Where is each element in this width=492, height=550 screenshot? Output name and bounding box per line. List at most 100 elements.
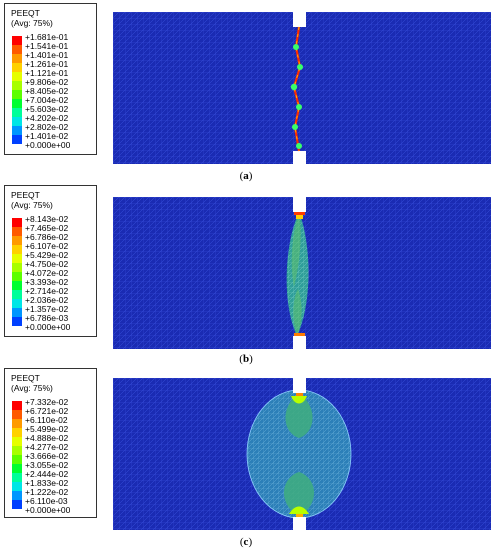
- legend-swatch: [12, 473, 22, 482]
- legend-swatch: [12, 419, 22, 428]
- caption-c: (c): [216, 536, 276, 548]
- legend-value: +1.681e-01: [25, 32, 69, 42]
- legend-value: +3.055e-02: [25, 460, 69, 470]
- legend-swatch: [12, 63, 22, 72]
- figure-panel-b: PEEQT (Avg: 75%) +8.143e-02 +7.465e-02 +6.…: [0, 185, 492, 375]
- legend-subtitle-a: (Avg: 75%): [11, 18, 53, 28]
- legend-swatch: [12, 245, 22, 254]
- legend-value: +2.036e-02: [25, 295, 69, 305]
- legend-value: +1.541e-01: [25, 41, 69, 51]
- caption-c-close: ): [248, 536, 253, 548]
- legend-swatch: [12, 126, 22, 135]
- legend-value: +6.786e-03: [25, 313, 69, 323]
- legend-value: +2.444e-02: [25, 469, 69, 479]
- fem-contour-plot-b: [113, 197, 491, 349]
- legend-b: PEEQT (Avg: 75%) +8.143e-02 +7.465e-02 +6.…: [4, 185, 97, 337]
- legend-value: +7.465e-02: [25, 223, 69, 233]
- legend-swatch: [12, 281, 22, 290]
- caption-b-open: (: [239, 353, 243, 365]
- caption-a-letter: a: [243, 170, 249, 182]
- legend-swatch: [12, 263, 22, 272]
- legend-swatch: [12, 45, 22, 54]
- caption-b: (b): [216, 353, 276, 365]
- legend-value: +1.222e-02: [25, 487, 69, 497]
- legend-value: +5.429e-02: [25, 250, 69, 260]
- legend-swatch: [12, 135, 22, 144]
- legend-value: +4.202e-02: [25, 113, 69, 123]
- legend-value: +3.666e-02: [25, 451, 69, 461]
- legend-value: +2.714e-02: [25, 286, 69, 296]
- legend-value: +7.004e-02: [25, 95, 69, 105]
- legend-value: +8.405e-02: [25, 86, 69, 96]
- legend-value: +6.107e-02: [25, 241, 69, 251]
- legend-value: +7.332e-02: [25, 397, 69, 407]
- legend-swatch: [12, 437, 22, 446]
- figure-panel-c: PEEQT (Avg: 75%) +7.332e-02 +6.721e-02 +6.…: [0, 368, 492, 550]
- figure-panel-a: PEEQT (Avg: 75%) +1.681e-01 +1.541e-01 +1.…: [0, 0, 492, 190]
- legend-value: +6.786e-02: [25, 232, 69, 242]
- legend-value: +1.261e-01: [25, 59, 69, 69]
- legend-swatch: [12, 464, 22, 473]
- legend-value: +6.110e-02: [25, 415, 68, 425]
- legend-swatch: [12, 54, 22, 63]
- legend-value: +0.000e+00: [25, 140, 71, 150]
- legend-value: +2.802e-02: [25, 122, 69, 132]
- legend-swatch: [12, 72, 22, 81]
- legend-value: +1.401e-02: [25, 131, 69, 141]
- legend-swatch: [12, 482, 22, 491]
- caption-b-close: ): [249, 353, 253, 365]
- legend-swatch: [12, 299, 22, 308]
- legend-value: +5.603e-02: [25, 104, 69, 114]
- legend-value: +1.833e-02: [25, 478, 69, 488]
- legend-swatch: [12, 455, 22, 464]
- legend-swatch: [12, 36, 22, 45]
- legend-swatch: [12, 108, 22, 117]
- fem-contour-plot-c: [113, 378, 491, 530]
- caption-b-letter: b: [242, 353, 250, 365]
- legend-swatch: [12, 218, 22, 227]
- legend-value: +4.888e-02: [25, 433, 69, 443]
- legend-title-c: PEEQT: [11, 373, 40, 383]
- legend-value: +4.277e-02: [25, 442, 69, 452]
- fem-contour-plot-a: [113, 12, 491, 164]
- legend-subtitle-b: (Avg: 75%): [11, 200, 53, 210]
- legend-swatch: [12, 290, 22, 299]
- legend-value: +8.143e-02: [25, 214, 69, 224]
- legend-swatch: [12, 428, 22, 437]
- legend-swatch: [12, 117, 22, 126]
- legend-subtitle-c: (Avg: 75%): [11, 383, 53, 393]
- legend-title-a: PEEQT: [11, 8, 40, 18]
- legend-swatch: [12, 500, 22, 509]
- legend-swatch: [12, 446, 22, 455]
- legend-swatch: [12, 317, 22, 326]
- legend-a: PEEQT (Avg: 75%) +1.681e-01 +1.541e-01 +1.…: [4, 3, 97, 155]
- legend-value: +1.401e-01: [25, 50, 69, 60]
- legend-c: PEEQT (Avg: 75%) +7.332e-02 +6.721e-02 +6.…: [4, 368, 97, 518]
- legend-value: +3.393e-02: [25, 277, 69, 287]
- legend-value: +1.357e-02: [25, 304, 69, 314]
- legend-swatch: [12, 410, 22, 419]
- legend-swatch: [12, 99, 22, 108]
- legend-value: +1.121e-01: [25, 68, 69, 78]
- legend-swatch: [12, 90, 22, 99]
- legend-value: +4.072e-02: [25, 268, 69, 278]
- legend-swatch: [12, 491, 22, 500]
- legend-value: +9.806e-02: [25, 77, 69, 87]
- legend-value: +6.721e-02: [25, 406, 69, 416]
- legend-swatch: [12, 308, 22, 317]
- legend-value: +5.499e-02: [25, 424, 69, 434]
- legend-swatch: [12, 227, 22, 236]
- caption-c-open: (: [239, 536, 244, 548]
- legend-swatch: [12, 254, 22, 263]
- legend-title-b: PEEQT: [11, 190, 40, 200]
- legend-swatch: [12, 81, 22, 90]
- legend-value: +0.000e+00: [25, 505, 71, 515]
- caption-a: (a): [216, 170, 276, 182]
- legend-value: +4.750e-02: [25, 259, 69, 269]
- caption-a-open: (: [239, 170, 244, 182]
- caption-a-close: ): [248, 170, 253, 182]
- legend-value: +0.000e+00: [25, 322, 71, 332]
- legend-value: +6.110e-03: [25, 496, 68, 506]
- caption-c-letter: c: [243, 536, 249, 548]
- legend-swatch: [12, 401, 22, 410]
